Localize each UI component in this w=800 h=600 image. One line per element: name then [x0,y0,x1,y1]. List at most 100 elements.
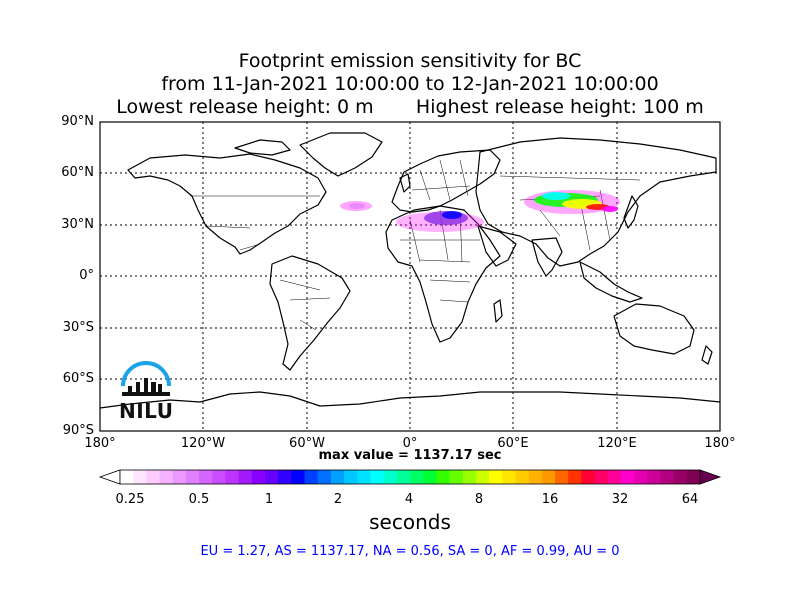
colorbar-swatch [251,470,266,484]
logo-bar [128,386,132,394]
colorbar-tick: 4 [404,492,414,507]
colorbar-swatch [475,470,490,484]
colorbar-swatch [291,470,306,484]
colorbar-swatch [555,470,569,484]
logo-bar [136,382,140,394]
border-lines-africa [400,209,480,303]
colorbar-swatch [673,470,688,484]
title-line-2: from 11-Jan-2021 10:00:00 to 12-Jan-2021… [161,73,659,95]
colorbar-swatch [133,470,147,484]
arabia-outline [477,225,517,267]
lat-label-60n: 60°N [61,165,94,180]
colorbar-swatch [647,470,661,484]
lon-label-120w: 120°W [180,436,226,451]
logo-bar [144,378,148,394]
north-america-outline [127,153,327,255]
colorbar-swatch [515,470,530,484]
colorbar-min-arrow [98,469,121,485]
colorbar-swatch [541,470,556,484]
colorbar-swatch [607,470,622,484]
colorbar-swatch [396,470,411,484]
colorbar-swatch [370,470,385,484]
greenland-outline [299,132,383,177]
plume-central-asia-cyan [542,192,570,200]
europe-outline [391,149,501,213]
colorbar-swatch [212,470,226,484]
plume-atlantic-core [349,203,365,209]
nilu-logo-graphic [121,361,171,396]
lon-label-60e: 60°E [497,436,529,451]
india-outline [531,237,563,277]
japan-outline [623,195,639,229]
lat-label-30n: 30°N [61,217,94,232]
colorbar-label: seconds [369,510,451,534]
colorbar-swatch [172,470,187,484]
logo-arc [121,361,171,387]
colorbar-swatch [528,470,543,484]
emission-plumes [340,190,620,232]
colorbar-swatch [304,470,319,484]
british-isles-outline [399,173,411,193]
colorbar-swatch [634,470,648,484]
colorbar-tick: 32 [611,492,629,507]
colorbar-swatch [462,470,477,484]
colorbar-tick: 64 [681,492,699,507]
lon-label-0: 0° [402,436,418,451]
title-line-1: Footprint emission sensitivity for BC [238,50,582,72]
logo-bar [151,382,156,394]
plume-central-asia-magenta [602,206,618,212]
colorbar-swatch [199,470,213,484]
title-line-3: Lowest release height: 0 m Highest relea… [116,96,704,118]
madagascar-outline [493,299,503,323]
colorbar-swatch [581,470,596,484]
colorbar-tick: 2 [333,492,343,507]
lat-label-60s: 60°S [62,371,94,386]
colorbar-swatch [594,470,609,484]
lon-label-60w: 60°W [289,436,325,451]
canada-islands-outline [234,139,291,156]
southeast-asia-outline [579,261,643,303]
colorbar-tick: 0.25 [115,492,145,507]
new-zealand-outline [701,345,713,365]
graticule [100,122,720,431]
colorbar-tick: 8 [474,492,484,507]
asia-outline [475,137,717,267]
colorbar-swatch [436,470,451,484]
colorbar-swatch [410,470,424,484]
colorbar-swatch [423,470,437,484]
colorbar-swatch [120,470,134,484]
nilu-logo-text: NILU [119,399,174,423]
logo-bar [158,384,162,394]
africa-outline [385,205,501,343]
plume-mediterranean-core [442,211,462,219]
colorbar-swatch [568,470,582,484]
lat-label-90s: 90°S [62,423,94,438]
antarctica-outline [99,391,721,409]
colorbar-swatch [502,470,516,484]
colorbar-swatch [344,470,358,484]
colorbar-swatch [265,470,279,484]
border-lines-americas [190,195,331,331]
region-summary: EU = 1.27, AS = 1137.17, NA = 0.56, SA =… [200,544,620,559]
colorbar-swatch [686,470,701,484]
colorbar-swatch [449,470,464,484]
colorbar-swatch [489,470,503,484]
colorbar-swatch [620,470,635,484]
colorbar-swatch [146,470,161,484]
colorbar-swatch [185,470,200,484]
continents [99,132,721,409]
colorbar-swatch [330,470,345,484]
colorbar-swatch [383,470,398,484]
colorbar-swatch [159,470,174,484]
australia-outline [613,303,695,355]
south-america-outline [269,255,351,371]
lat-label-30s: 30°S [62,320,94,335]
colorbar-frame [119,469,701,485]
lon-label-180e: 180° [704,436,736,451]
colorbar-swatch [225,470,240,484]
colorbar-swatch [357,470,371,484]
lon-label-120e: 120°E [597,436,637,451]
colorbar-swatch [660,470,675,484]
